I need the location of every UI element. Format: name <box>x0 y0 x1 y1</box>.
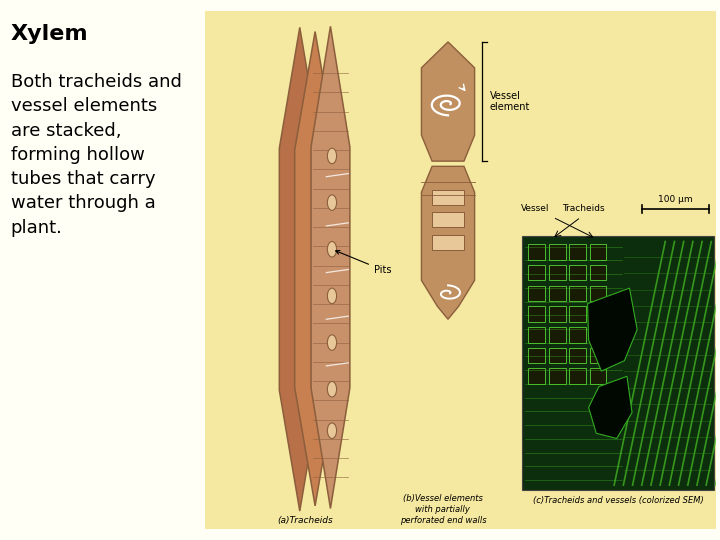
Bar <box>528 368 545 384</box>
Bar <box>590 327 606 342</box>
Bar <box>570 286 586 301</box>
Bar <box>549 368 566 384</box>
Text: (c)Tracheids and vessels (colorized SEM): (c)Tracheids and vessels (colorized SEM) <box>533 496 703 504</box>
Bar <box>590 265 606 280</box>
Bar <box>570 327 586 342</box>
Polygon shape <box>279 28 320 511</box>
Bar <box>590 286 606 301</box>
Ellipse shape <box>328 381 336 397</box>
Text: Both tracheids and
vessel elements
are stacked,
forming hollow
tubes that carry
: Both tracheids and vessel elements are s… <box>11 73 181 237</box>
Bar <box>528 306 545 322</box>
Ellipse shape <box>328 423 336 438</box>
Bar <box>549 265 566 280</box>
Polygon shape <box>421 166 474 319</box>
Bar <box>205 11 716 529</box>
Bar <box>570 244 586 260</box>
Bar <box>570 368 586 384</box>
Bar <box>590 244 606 260</box>
Bar <box>432 190 464 205</box>
Text: (b)Vessel elements
with partially
perforated end walls: (b)Vessel elements with partially perfor… <box>400 494 486 525</box>
Bar <box>549 244 566 260</box>
Bar <box>432 235 464 251</box>
Bar <box>590 368 606 384</box>
Bar <box>590 348 606 363</box>
Bar <box>549 348 566 363</box>
Bar <box>570 265 586 280</box>
Text: Tracheids: Tracheids <box>562 204 605 213</box>
Bar <box>528 327 545 342</box>
Bar <box>570 348 586 363</box>
Text: Vessel: Vessel <box>521 204 549 213</box>
Bar <box>522 237 714 490</box>
Bar <box>590 306 606 322</box>
Ellipse shape <box>328 148 336 164</box>
Polygon shape <box>588 376 632 438</box>
Bar <box>528 348 545 363</box>
Bar <box>432 212 464 227</box>
Text: Pits: Pits <box>336 251 392 275</box>
Text: Xylem: Xylem <box>11 24 89 44</box>
Bar <box>549 306 566 322</box>
Bar <box>570 306 586 322</box>
Bar <box>528 244 545 260</box>
Text: 100 μm: 100 μm <box>658 194 693 204</box>
Text: (a)Tracheids: (a)Tracheids <box>277 516 333 525</box>
Bar <box>528 265 545 280</box>
Polygon shape <box>588 288 637 371</box>
Ellipse shape <box>328 241 336 257</box>
Ellipse shape <box>328 288 336 303</box>
Bar <box>549 286 566 301</box>
Ellipse shape <box>328 195 336 211</box>
Text: Vessel
element: Vessel element <box>490 91 531 112</box>
Ellipse shape <box>328 335 336 350</box>
Polygon shape <box>311 26 350 509</box>
Bar <box>528 286 545 301</box>
Bar <box>549 327 566 342</box>
Polygon shape <box>294 31 336 506</box>
Polygon shape <box>421 42 474 161</box>
